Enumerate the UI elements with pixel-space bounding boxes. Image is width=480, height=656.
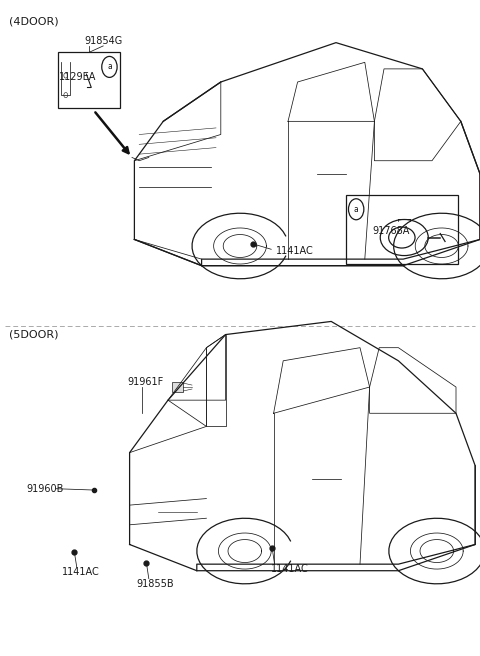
Text: 1129EA: 1129EA bbox=[59, 72, 96, 82]
Text: 91855B: 91855B bbox=[137, 579, 174, 588]
Text: 91961F: 91961F bbox=[127, 377, 164, 387]
Text: (4DOOR): (4DOOR) bbox=[9, 16, 58, 26]
Bar bbox=[346, 195, 458, 264]
Text: 1141AC: 1141AC bbox=[271, 564, 309, 574]
Text: 91768A: 91768A bbox=[372, 226, 409, 236]
Bar bbox=[58, 52, 120, 108]
Text: a: a bbox=[107, 62, 112, 72]
Text: (5DOOR): (5DOOR) bbox=[9, 330, 58, 340]
Bar bbox=[172, 382, 183, 392]
Text: 91960B: 91960B bbox=[26, 483, 64, 494]
Text: 1141AC: 1141AC bbox=[62, 567, 100, 577]
Text: 1141AC: 1141AC bbox=[276, 245, 314, 256]
Text: a: a bbox=[354, 205, 359, 214]
Text: 91854G: 91854G bbox=[84, 36, 122, 46]
